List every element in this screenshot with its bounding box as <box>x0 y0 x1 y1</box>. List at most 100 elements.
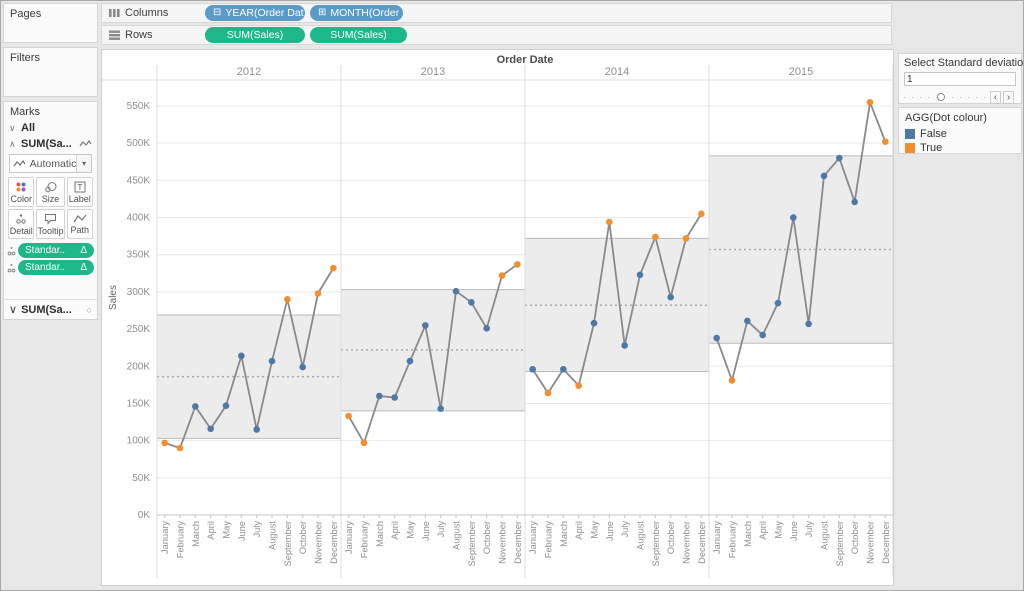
parameter-value-input[interactable] <box>904 72 1016 86</box>
minus-box-icon[interactable]: ⊟ <box>213 7 222 18</box>
marks-all-row[interactable]: ∨ All <box>4 120 97 136</box>
data-point[interactable] <box>606 218 613 226</box>
data-point[interactable] <box>882 138 889 145</box>
data-point[interactable] <box>667 293 674 301</box>
data-point[interactable] <box>391 394 398 401</box>
rows-label: Rows <box>125 29 153 41</box>
data-point[interactable] <box>514 261 521 268</box>
data-point[interactable] <box>529 365 536 373</box>
month-label: November <box>682 521 692 564</box>
data-point[interactable] <box>866 98 874 106</box>
y-tick-label: 550K <box>127 101 151 112</box>
data-point[interactable] <box>161 439 168 447</box>
year-label: 2013 <box>421 66 445 78</box>
data-point[interactable] <box>284 296 291 303</box>
sum-sales-pill[interactable]: SUM(Sales) <box>205 27 305 43</box>
month-label: February <box>544 521 554 559</box>
mark-type-dropdown[interactable]: Automatic ▾ <box>9 154 92 173</box>
data-point[interactable] <box>544 389 552 397</box>
label-button[interactable]: T Label <box>66 177 93 207</box>
data-point[interactable] <box>560 365 567 373</box>
data-point[interactable] <box>805 320 812 328</box>
year-order-date-pill[interactable]: ⊟ YEAR(Order Dat.. <box>205 5 305 21</box>
pill-text: Standar.. <box>25 245 66 256</box>
y-tick-label: 400K <box>127 213 151 224</box>
data-point[interactable] <box>176 444 184 452</box>
data-point[interactable] <box>345 412 352 420</box>
data-point[interactable] <box>314 290 322 297</box>
y-tick-label: 450K <box>127 175 151 186</box>
columns-icon <box>109 9 120 17</box>
data-point[interactable] <box>698 210 705 218</box>
sales-line-chart[interactable]: Order Date 2012 2013 2014 2015 0K 50K 100K 150K 2… <box>102 50 893 585</box>
sales-trend-line[interactable] <box>164 267 335 450</box>
data-point[interactable] <box>207 425 214 433</box>
month-label: December <box>513 521 523 564</box>
data-point[interactable] <box>590 319 598 327</box>
data-point[interactable] <box>452 287 460 295</box>
pages-shelf[interactable]: Pages <box>3 3 98 43</box>
filters-label: Filters <box>10 52 40 64</box>
color-button[interactable]: Color <box>8 177 35 207</box>
parameter-slider[interactable] <box>904 93 988 102</box>
marks-pill-row: Standar.. Δ <box>4 258 97 275</box>
marks-sum-row[interactable]: ∧ SUM(Sa... <box>4 136 97 152</box>
data-point[interactable] <box>652 233 659 241</box>
size-button[interactable]: Size <box>36 177 65 207</box>
legend-item-false[interactable]: False <box>899 127 1021 141</box>
data-point[interactable] <box>299 363 306 371</box>
month-label: September <box>467 521 477 566</box>
data-point[interactable] <box>744 317 751 325</box>
month-order-date-pill[interactable]: ⊞ MONTH(Order .. <box>310 5 403 21</box>
data-point[interactable] <box>774 299 782 307</box>
data-point[interactable] <box>820 172 828 180</box>
data-point[interactable] <box>621 342 628 349</box>
marks-sum2-row[interactable]: ∨ SUM(Sa... ○ <box>4 299 97 319</box>
data-point[interactable] <box>636 271 644 279</box>
data-point[interactable] <box>498 272 506 279</box>
data-point[interactable] <box>468 299 475 306</box>
sum-sales-pill[interactable]: SUM(Sales) <box>310 27 407 43</box>
dropdown-arrow-icon[interactable]: ▾ <box>76 155 91 172</box>
sales-trend-line[interactable] <box>347 263 518 446</box>
path-button[interactable]: Path <box>66 209 93 239</box>
data-point[interactable] <box>790 214 797 221</box>
standard-deviation-pill[interactable]: Standar.. Δ <box>18 260 94 275</box>
legend-item-true[interactable]: True <box>899 141 1021 155</box>
slider-increment-button[interactable]: › <box>1003 91 1014 104</box>
standard-deviation-pill[interactable]: Standar.. Δ <box>18 243 94 258</box>
data-point[interactable] <box>238 352 245 360</box>
slider-decrement-button[interactable]: ‹ <box>990 91 1001 104</box>
slider-handle-icon[interactable] <box>937 93 945 101</box>
data-point[interactable] <box>483 325 490 332</box>
worksheet-view[interactable]: Order Date 2012 2013 2014 2015 0K 50K 100K 150K 2… <box>101 49 894 586</box>
data-point[interactable] <box>360 439 368 447</box>
data-point[interactable] <box>222 402 230 409</box>
pill-text: SUM(Sales) <box>330 29 387 41</box>
data-point[interactable] <box>728 377 736 384</box>
data-point[interactable] <box>192 403 199 410</box>
data-point[interactable] <box>759 331 766 339</box>
y-tick-label: 300K <box>127 287 151 298</box>
sales-trend-line[interactable] <box>715 98 887 384</box>
columns-shelf[interactable]: Columns ⊟ YEAR(Order Dat.. ⊞ MONTH(Order… <box>101 3 892 23</box>
plus-box-icon[interactable]: ⊞ <box>318 7 327 18</box>
rows-shelf[interactable]: Rows SUM(Sales) SUM(Sales) <box>101 25 892 45</box>
tooltip-button[interactable]: Tooltip <box>36 209 65 239</box>
sales-trend-line[interactable] <box>531 213 703 395</box>
data-point[interactable] <box>330 264 337 272</box>
data-point[interactable] <box>268 357 276 365</box>
data-point[interactable] <box>713 334 720 342</box>
data-point[interactable] <box>437 405 444 412</box>
data-point[interactable] <box>406 357 414 365</box>
data-point[interactable] <box>836 154 843 162</box>
data-point[interactable] <box>682 235 690 242</box>
data-point[interactable] <box>851 198 858 206</box>
detail-button[interactable]: Detail <box>8 209 35 239</box>
data-point[interactable] <box>376 392 383 400</box>
data-point[interactable] <box>253 426 260 433</box>
data-point[interactable] <box>575 382 582 389</box>
data-point[interactable] <box>422 322 429 329</box>
filters-shelf[interactable]: Filters <box>3 47 98 97</box>
